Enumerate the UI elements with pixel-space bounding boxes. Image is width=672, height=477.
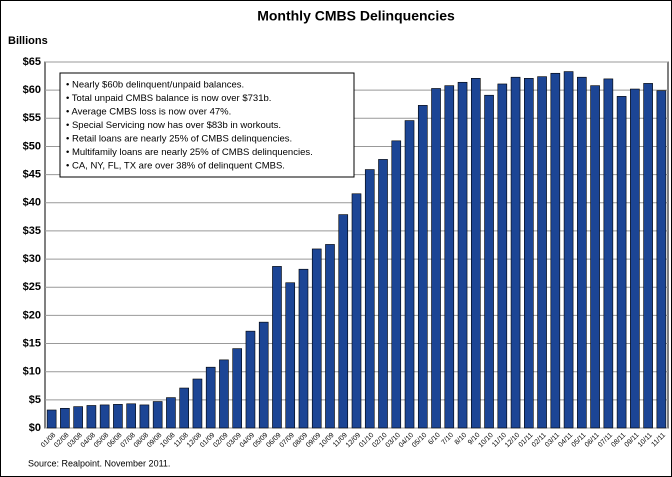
bar: [444, 85, 455, 429]
bar: [470, 78, 481, 429]
annotation-text: • CA, NY, FL, TX are over 38% of delinqu…: [66, 161, 285, 172]
bar: [139, 404, 150, 429]
bar: [643, 83, 653, 429]
y-tick-label: $45: [23, 169, 41, 181]
y-tick-label: $15: [23, 337, 41, 349]
annotation-text: • Special Servicing now has over $83b in…: [66, 120, 281, 131]
bar: [60, 407, 70, 429]
bar: [258, 321, 269, 429]
bar: [537, 76, 547, 429]
bar: [497, 83, 508, 429]
bar: [245, 330, 256, 429]
bar: [364, 169, 375, 429]
y-tick-label: $60: [23, 84, 41, 96]
bar: [616, 96, 627, 429]
bar: [590, 85, 600, 429]
bar: [311, 248, 322, 429]
bar: [285, 282, 296, 429]
bar: [192, 378, 203, 429]
bar: [205, 366, 216, 429]
y-tick-label: $55: [23, 112, 41, 124]
bar: [325, 244, 335, 429]
y-tick-label: $25: [23, 281, 41, 293]
y-axis-label: Billions: [8, 35, 48, 47]
bar: [577, 76, 587, 429]
bar: [99, 404, 110, 429]
annotation-box: [59, 72, 355, 178]
y-tick-label: $35: [23, 225, 41, 237]
bar: [391, 140, 402, 429]
y-tick-label: $65: [23, 56, 41, 68]
bar: [232, 348, 243, 429]
bar: [152, 401, 163, 429]
annotation-text: • Average CMBS loss is now over 47%.: [66, 107, 231, 118]
bar: [46, 409, 57, 429]
bar: [524, 78, 534, 429]
y-tick-label: $20: [23, 309, 41, 321]
y-tick-label: $10: [23, 366, 41, 378]
bar: [484, 94, 494, 429]
bar: [272, 266, 282, 429]
bar: [656, 90, 667, 429]
annotation-text: • Retail loans are nearly 25% of CMBS de…: [66, 134, 292, 145]
bar: [179, 387, 189, 429]
y-tick-label: $40: [23, 197, 41, 209]
y-tick-label: $30: [23, 253, 41, 265]
bar: [563, 71, 574, 429]
bar: [126, 403, 136, 429]
bar: [457, 81, 468, 429]
y-tick-label: $5: [29, 394, 41, 406]
bar: [73, 406, 83, 429]
annotation-text: • Total unpaid CMBS balance is now over …: [66, 93, 271, 104]
bar: [166, 397, 176, 429]
y-tick-label: $50: [23, 140, 41, 152]
y-tick-label: $0: [29, 422, 41, 434]
bar: [404, 120, 415, 429]
bar: [630, 88, 640, 429]
chart-title: Monthly CMBS Delinquencies: [257, 8, 455, 24]
bar: [219, 359, 229, 429]
bar: [417, 105, 428, 429]
bar: [431, 88, 441, 429]
bar: [298, 268, 309, 429]
bar: [351, 193, 362, 429]
bar: [338, 214, 349, 429]
annotation-text: • Nearly $60b delinquent/unpaid balances…: [66, 80, 244, 91]
bar: [86, 405, 97, 429]
source: Source: Realpoint. November 2011.: [28, 458, 170, 468]
bar: [510, 76, 521, 429]
bar: [550, 72, 561, 429]
bar: [113, 404, 123, 429]
annotation-text: • Multifamily loans are nearly 25% of CM…: [66, 147, 313, 158]
bar: [603, 78, 614, 429]
bar: [378, 159, 388, 429]
